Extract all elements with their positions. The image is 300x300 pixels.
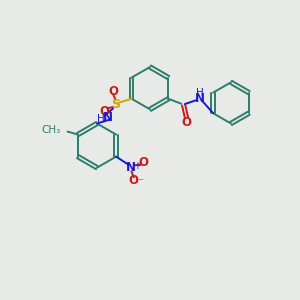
Text: S: S xyxy=(111,98,120,111)
Text: N: N xyxy=(103,111,112,124)
Text: O: O xyxy=(138,156,148,169)
Text: H: H xyxy=(97,114,105,124)
Text: H: H xyxy=(196,88,204,98)
Text: O: O xyxy=(108,85,118,98)
Text: O: O xyxy=(182,116,192,129)
Text: N: N xyxy=(126,161,136,174)
Text: ⁻: ⁻ xyxy=(137,178,143,188)
Text: O: O xyxy=(129,174,139,187)
Text: +: + xyxy=(133,161,141,171)
Text: N: N xyxy=(195,92,205,105)
Text: CH₃: CH₃ xyxy=(41,125,61,135)
Text: O: O xyxy=(99,105,109,118)
